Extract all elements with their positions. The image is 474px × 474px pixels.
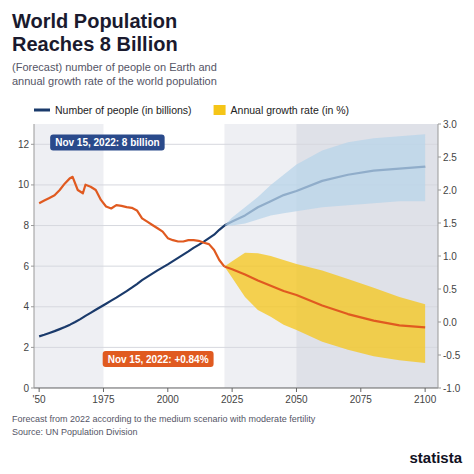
band-area (224, 253, 425, 363)
y-tick (31, 266, 34, 267)
y-tick-label: 4 (23, 301, 29, 312)
grid-line (34, 388, 438, 389)
y-tick (31, 184, 34, 185)
y2-tick-label: 2.5 (443, 152, 457, 163)
y-tick-label: 0 (23, 383, 29, 394)
annotation: Nov 15, 2022: 8 billion (50, 135, 164, 151)
legend-label: Number of people (in billions) (55, 104, 192, 116)
y-tick (31, 225, 34, 226)
y2-tick (438, 289, 441, 290)
x-axis-line (34, 388, 438, 389)
y2-tick-label: 0.5 (443, 284, 457, 295)
y-tick-label: 2 (23, 342, 29, 353)
title: World Population (12, 10, 177, 32)
y-tick-label: 12 (18, 139, 30, 150)
y-tick (31, 347, 34, 348)
legend-swatch (214, 105, 226, 115)
subtitle: annual growth rate of the world populati… (12, 75, 217, 87)
y2-tick (438, 190, 441, 191)
y2-tick-label: 1.5 (443, 218, 457, 229)
grid-line (34, 225, 438, 226)
x-tick (232, 388, 233, 392)
x-tick-label: 2000 (157, 394, 180, 405)
x-tick (425, 388, 426, 392)
y2-tick-label: 1.0 (443, 251, 457, 262)
y-tick-label: 6 (23, 261, 29, 272)
y-tick (31, 144, 34, 145)
y2-tick-label: 3.0 (443, 119, 457, 130)
legend-swatch (34, 109, 50, 112)
logo: statista (409, 449, 462, 466)
x-span (34, 124, 103, 388)
series-line (39, 177, 224, 267)
x-tick (296, 388, 297, 392)
x-tick-label: 2025 (221, 394, 244, 405)
y-axis-line (34, 124, 35, 388)
x-tick-label: 1975 (92, 394, 115, 405)
y-tick (31, 388, 34, 389)
plot-area (34, 124, 438, 388)
y-tick (31, 306, 34, 307)
annotation-box (103, 351, 214, 367)
annotation-text: Nov 15, 2022: 8 billion (55, 137, 159, 148)
legend-label: Annual growth rate (in %) (231, 104, 349, 116)
x-tick-label: 2100 (414, 394, 437, 405)
y2-tick (438, 355, 441, 356)
y2-tick-label: 0.0 (443, 317, 457, 328)
footnote: Source: UN Population Division (12, 427, 138, 437)
y2-tick (438, 157, 441, 158)
annotation-text: Nov 15, 2022: +0.84% (108, 354, 209, 365)
series-line (224, 267, 425, 328)
x-tick (167, 388, 168, 392)
background (0, 0, 474, 474)
x-tick-label: 2050 (285, 394, 308, 405)
y2-tick-label: -0.5 (443, 350, 461, 361)
y2-tick (438, 322, 441, 323)
annotation-box (50, 135, 164, 151)
x-tick-label: '50 (33, 394, 46, 405)
x-tick (39, 388, 40, 392)
y2-tick-label: 2.0 (443, 185, 457, 196)
x-span (224, 124, 438, 388)
x-tick (360, 388, 361, 392)
y2-tick (438, 256, 441, 257)
y-tick-label: 10 (18, 179, 30, 190)
annotation: Nov 15, 2022: +0.84% (103, 351, 214, 367)
y-tick-label: 8 (23, 220, 29, 231)
chart: World PopulationReaches 8 Billion (Foreca… (0, 0, 474, 474)
x-tick-label: 2075 (350, 394, 373, 405)
y2-tick (438, 124, 441, 125)
y2-tick (438, 388, 441, 389)
title: Reaches 8 Billion (12, 33, 178, 55)
y2-tick (438, 223, 441, 224)
subtitle: (Forecast) number of people on Earth and (12, 61, 217, 73)
y2-tick-label: -1.0 (443, 383, 461, 394)
legend: Number of people (in billions) Annual gro… (34, 104, 349, 116)
footnote: Forecast from 2022 according to the medi… (12, 414, 316, 424)
band-area (224, 134, 425, 225)
x-tick (103, 388, 104, 392)
